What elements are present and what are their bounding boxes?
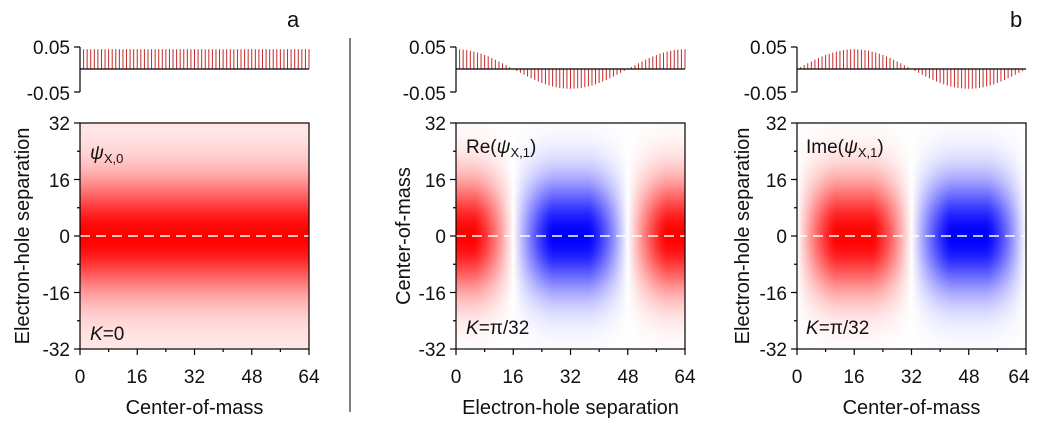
y-tick-label: -32 (43, 340, 70, 361)
y-tick-label: 0 (776, 227, 787, 248)
panel-a: 0.05 -0.05 32 16 0 -16 -32 0 16 32 48 64… (12, 38, 320, 419)
y-tick-label: 0.05 (33, 38, 70, 59)
tick-marks-b1 (450, 122, 686, 355)
y-axis-label-b2: Electron-hole separation (732, 128, 754, 345)
x-tick-label: 0 (792, 367, 803, 388)
x-tick-label: 0 (75, 367, 86, 388)
panel-b2: 0.05 -0.05 32 16 0 -16 -32 0 16 32 48 64… (732, 38, 1030, 419)
x-tick-label: 48 (241, 367, 262, 388)
y-tick-label: 32 (425, 114, 446, 135)
x-axis-label-b2: Center-of-mass (843, 397, 981, 419)
y-axis-label-b1: Center-of-mass (393, 167, 415, 305)
y-tick-label: 0.05 (750, 38, 787, 59)
panel-a-heatmap: 32 16 0 -16 -32 0 16 32 48 64 Center-of-… (12, 114, 320, 419)
y-axis-label-a: Electron-hole separation (12, 128, 34, 345)
x-tick-label: 32 (184, 367, 205, 388)
x-tick-label: 32 (901, 367, 922, 388)
y-tick-label: 16 (425, 171, 446, 192)
annotation-psi-a: ψX,0 (90, 143, 123, 166)
annotation-re-psi-b1: Re(ψX,1) (466, 137, 536, 160)
y-tick-label: -0.05 (744, 84, 787, 105)
y-tick-label: -0.05 (403, 84, 446, 105)
y-tick-label: 32 (766, 114, 787, 135)
panel-b2-heatmap: 32 16 0 -16 -32 0 16 32 48 64 Center-of-… (732, 114, 1030, 419)
y-tick-label: 16 (49, 171, 70, 192)
panel-b2-top-plot: 0.05 -0.05 (744, 38, 1026, 105)
y-tick-label: 0 (59, 227, 70, 248)
y-tick-label: 0.05 (409, 38, 446, 59)
annotation-k-b2: K=π/32 (806, 318, 869, 339)
x-tick-label: 64 (674, 367, 696, 388)
tick-marks-b2 (791, 122, 1027, 355)
annotation-ime-psi-b2: Ime(ψX,1) (806, 137, 884, 160)
panel-b1-top-plot: 0.05 -0.05 (403, 38, 686, 105)
tick-marks-a (74, 122, 310, 355)
x-axis-label-b1: Electron-hole separation (462, 397, 679, 419)
stem-series-b1 (455, 49, 686, 89)
x-tick-label: 32 (560, 367, 581, 388)
y-tick-label: 32 (49, 114, 70, 135)
panel-a-top-plot: 0.05 -0.05 (27, 38, 310, 105)
stem-series-b2 (800, 49, 1023, 89)
x-tick-label: 64 (298, 367, 320, 388)
x-tick-label: 16 (843, 367, 864, 388)
x-tick-label: 48 (958, 367, 979, 388)
x-axis-label-a: Center-of-mass (126, 397, 264, 419)
panel-b1-heatmap: 32 16 0 -16 -32 0 16 32 48 64 Electron-h… (393, 114, 696, 419)
x-tick-label: 64 (1008, 367, 1030, 388)
y-tick-label: 16 (766, 171, 787, 192)
panel-b1: 0.05 -0.05 32 16 0 -16 -32 0 16 32 48 64… (393, 38, 696, 419)
annotation-k-a: K=0 (90, 324, 124, 345)
x-tick-label: 16 (126, 367, 147, 388)
y-tick-label: -0.05 (27, 84, 70, 105)
y-tick-label: -16 (760, 284, 787, 305)
x-tick-label: 0 (451, 367, 462, 388)
y-tick-label: -16 (419, 284, 446, 305)
y-tick-label: -32 (419, 340, 446, 361)
stem-series-a (79, 49, 310, 69)
y-tick-label: -16 (43, 284, 70, 305)
y-tick-label: -32 (760, 340, 787, 361)
x-tick-label: 16 (502, 367, 523, 388)
y-tick-label: 0 (435, 227, 446, 248)
panel-label-b: b (1010, 7, 1022, 32)
x-tick-label: 48 (617, 367, 638, 388)
annotation-k-b1: K=π/32 (466, 318, 529, 339)
panel-label-a: a (287, 7, 300, 32)
